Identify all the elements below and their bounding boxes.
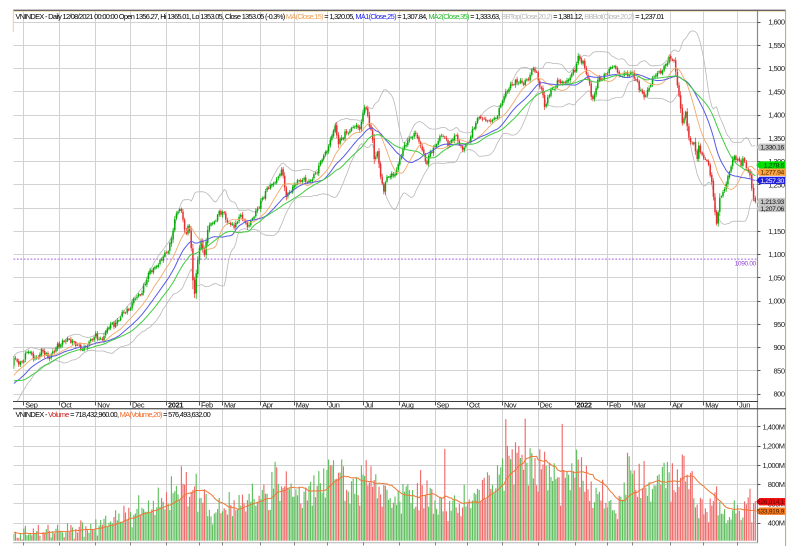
svg-text:VNINDEX - Volume = 718,432,960: VNINDEX - Volume = 718,432,960.00, MA(Vo…	[16, 410, 211, 419]
svg-text:Oct: Oct	[469, 400, 480, 409]
svg-text:850: 850	[773, 366, 784, 375]
svg-text:1,000: 1,000	[768, 297, 785, 306]
svg-text:533,919,9: 533,919,9	[757, 509, 785, 516]
svg-text:Oct: Oct	[61, 400, 72, 409]
svg-text:Dec: Dec	[132, 400, 145, 409]
svg-text:1,500: 1,500	[768, 64, 785, 73]
svg-text:Nov: Nov	[97, 400, 110, 409]
svg-text:Sep: Sep	[25, 400, 37, 409]
svg-text:1,050: 1,050	[768, 273, 785, 282]
svg-text:1,150: 1,150	[768, 227, 785, 236]
svg-text:Apr: Apr	[672, 400, 683, 409]
svg-text:May: May	[296, 400, 310, 409]
svg-text:Jun: Jun	[739, 400, 750, 409]
svg-text:1,207.06: 1,207.06	[760, 206, 784, 213]
svg-text:2021: 2021	[168, 400, 183, 409]
svg-text:800: 800	[773, 390, 784, 399]
svg-text:1,450: 1,450	[768, 87, 785, 96]
svg-text:Aug: Aug	[401, 400, 413, 409]
svg-text:400M: 400M	[768, 519, 785, 528]
svg-text:1,278.6: 1,278.6	[764, 162, 785, 169]
svg-text:1,200M: 1,200M	[762, 442, 784, 451]
svg-text:950: 950	[773, 320, 784, 329]
svg-text:1,213.93: 1,213.93	[760, 199, 784, 206]
svg-text:VNINDEX - Daily 12/08/2021 00:: VNINDEX - Daily 12/08/2021 00:00:00 Open…	[16, 12, 665, 21]
svg-text:1,600: 1,600	[768, 18, 785, 27]
svg-text:Nov: Nov	[504, 400, 517, 409]
svg-text:Sep: Sep	[437, 400, 449, 409]
svg-text:Apr: Apr	[262, 400, 273, 409]
svg-text:Mar: Mar	[224, 400, 237, 409]
svg-text:2022: 2022	[577, 400, 592, 409]
svg-text:1,400: 1,400	[768, 111, 785, 120]
svg-text:Jul: Jul	[365, 400, 374, 409]
svg-text:Feb: Feb	[201, 400, 213, 409]
svg-text:1,550: 1,550	[768, 41, 785, 50]
svg-text:1,000M: 1,000M	[762, 461, 784, 470]
svg-text:1,250: 1,250	[768, 180, 785, 189]
svg-text:Feb: Feb	[609, 400, 621, 409]
svg-text:Mar: Mar	[634, 400, 647, 409]
svg-text:1,350: 1,350	[768, 134, 785, 143]
svg-text:900: 900	[773, 343, 784, 352]
svg-text:Dec: Dec	[540, 400, 553, 409]
svg-text:1,100: 1,100	[768, 250, 785, 259]
svg-text:1090.00: 1090.00	[735, 260, 757, 267]
svg-text:626,914,1: 626,914,1	[757, 499, 785, 506]
svg-text:1,277.94: 1,277.94	[760, 170, 784, 177]
svg-text:May: May	[705, 400, 719, 409]
svg-text:1,257.30: 1,257.30	[760, 178, 784, 185]
svg-text:Jun: Jun	[329, 400, 340, 409]
svg-text:1,400M: 1,400M	[762, 422, 784, 431]
svg-text:1,330.16: 1,330.16	[760, 145, 784, 152]
svg-text:800M: 800M	[768, 480, 785, 489]
